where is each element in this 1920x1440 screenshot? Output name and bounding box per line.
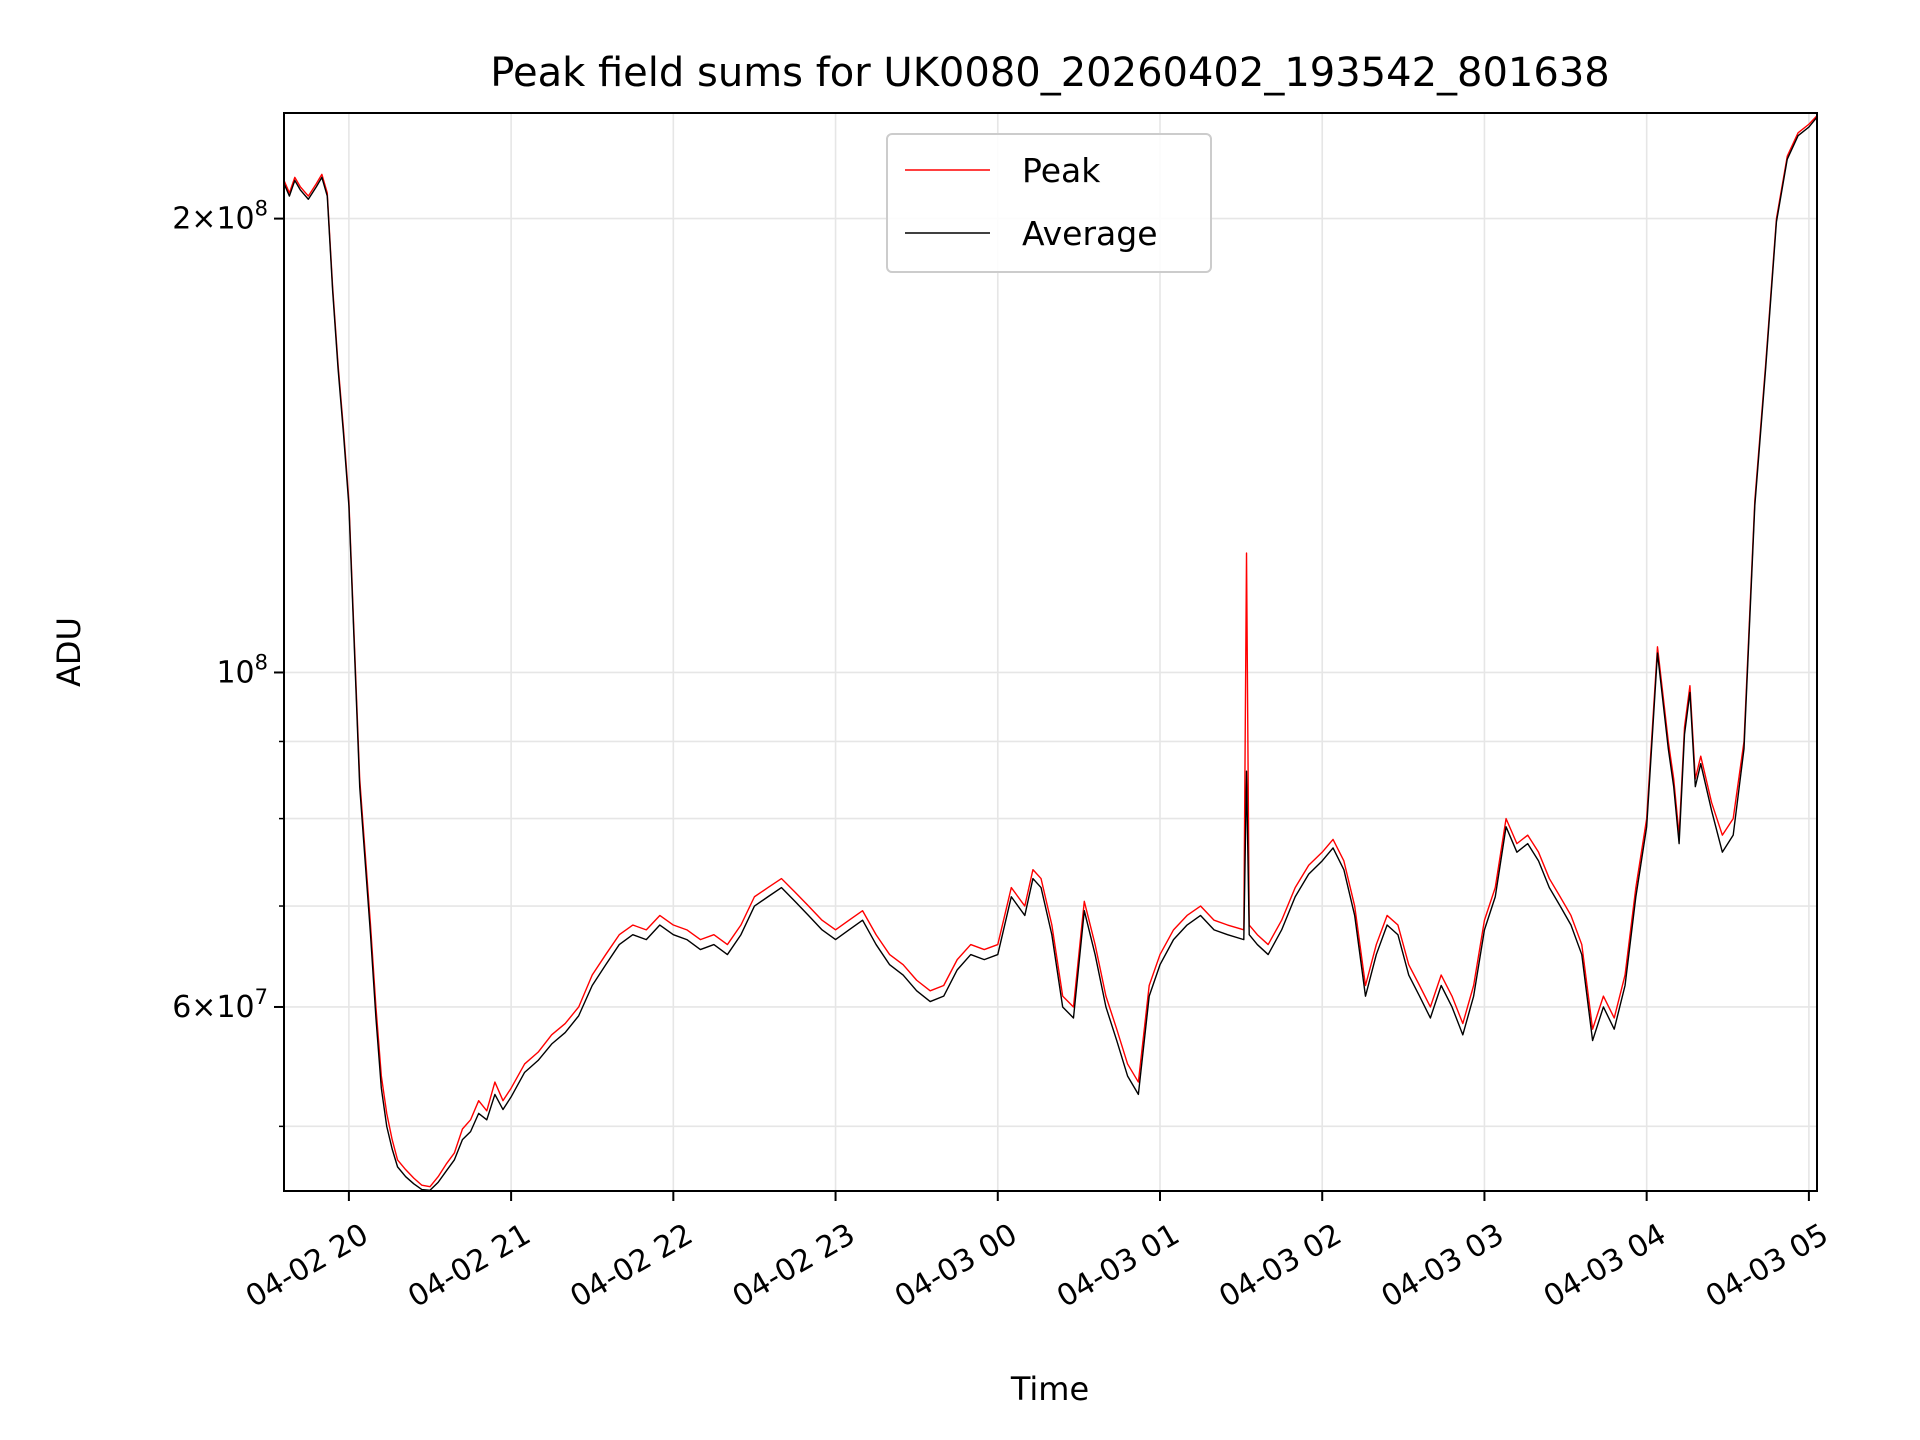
series-line-average [283,116,1818,1191]
y-tick-base: 2 [172,202,191,237]
y-tick-power-base: 10 [216,655,254,690]
legend-label-peak: Peak [1022,151,1101,190]
legend-box [886,133,1212,273]
x-axis-title: Time [1010,1370,1089,1408]
grid [284,113,1817,1191]
y-tick-times: × [191,202,216,237]
y-tick-label: 2×108 [172,197,268,237]
y-tick-power-base: 10 [216,990,254,1025]
y-tick-label: 6×107 [172,985,268,1025]
y-tick-base: 6 [172,990,191,1025]
y-axis-title: ADU [50,617,88,687]
y-tick-times: × [191,990,216,1025]
y-tick-power-base: 10 [216,202,254,237]
series-layer [283,115,1818,1191]
series-line-peak [283,115,1818,1188]
chart-title: Peak field sums for UK0080_20260402_1935… [490,50,1609,96]
y-tick-exponent: 8 [255,650,268,674]
y-tick-exponent: 7 [255,985,268,1009]
y-tick-exponent: 8 [255,197,268,221]
y-tick-label: 108 [216,650,268,690]
legend: Peak Average [886,133,1212,273]
legend-label-average: Average [1022,214,1158,253]
plot-frame [283,112,1818,1192]
